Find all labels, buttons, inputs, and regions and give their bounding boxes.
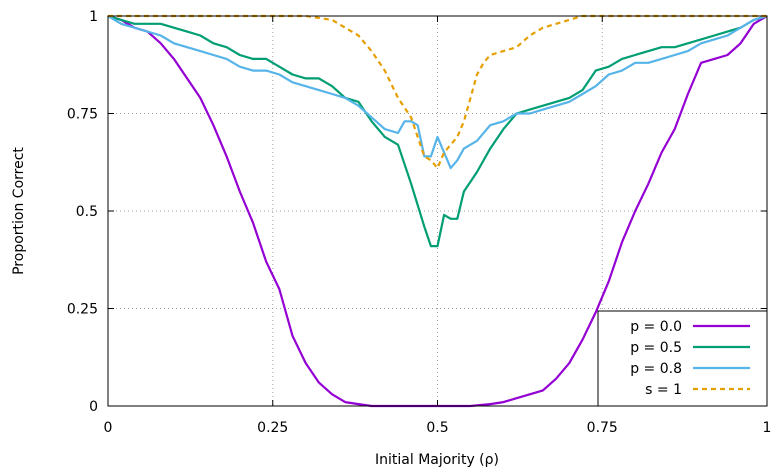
y-axis-title: Proportion Correct: [11, 147, 27, 275]
legend-label: s = 1: [645, 382, 682, 398]
series-line-1: [107, 14, 768, 248]
x-tick-label: 1: [763, 420, 772, 436]
axis-ticks: 0 0.25 0.5 0.75 1 0 0.25 0.5 0.75 1: [67, 9, 772, 436]
x-tick-label: 0.5: [426, 420, 448, 436]
series-line-3: [108, 14, 767, 170]
legend-label: p = 0.8: [630, 361, 682, 377]
y-tick-label: 0: [89, 399, 98, 415]
series-line-2: [107, 14, 768, 170]
y-tick-label: 1: [89, 9, 98, 25]
x-tick-label: 0: [104, 420, 113, 436]
x-tick-label: 0.75: [587, 420, 618, 436]
legend: p = 0.0 p = 0.5 p = 0.8 s = 1: [597, 310, 768, 407]
legend-label: p = 0.0: [630, 319, 682, 335]
x-axis-title: Initial Majority (ρ): [375, 452, 499, 468]
y-tick-label: 0.25: [67, 302, 98, 318]
legend-label: p = 0.5: [630, 340, 682, 356]
y-tick-label: 0.75: [67, 107, 98, 123]
y-tick-label: 0.5: [76, 204, 98, 220]
x-tick-label: 0.25: [257, 420, 288, 436]
